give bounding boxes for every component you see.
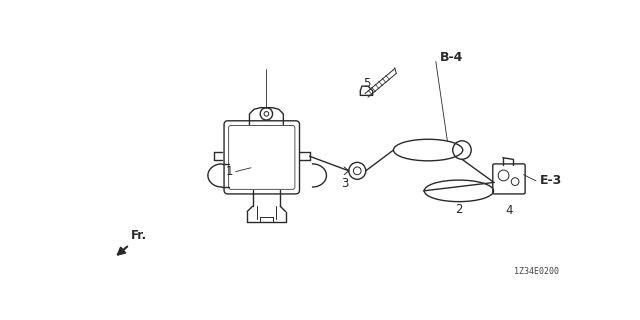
Text: 1: 1 xyxy=(226,165,233,178)
Text: 1Z34E0200: 1Z34E0200 xyxy=(514,267,559,276)
Text: Fr.: Fr. xyxy=(131,229,147,242)
Text: 4: 4 xyxy=(505,204,513,217)
Text: 3: 3 xyxy=(341,177,349,190)
Text: 5: 5 xyxy=(363,76,370,90)
Text: B-4: B-4 xyxy=(440,51,463,64)
Text: E-3: E-3 xyxy=(540,174,562,187)
Text: 2: 2 xyxy=(455,203,463,216)
